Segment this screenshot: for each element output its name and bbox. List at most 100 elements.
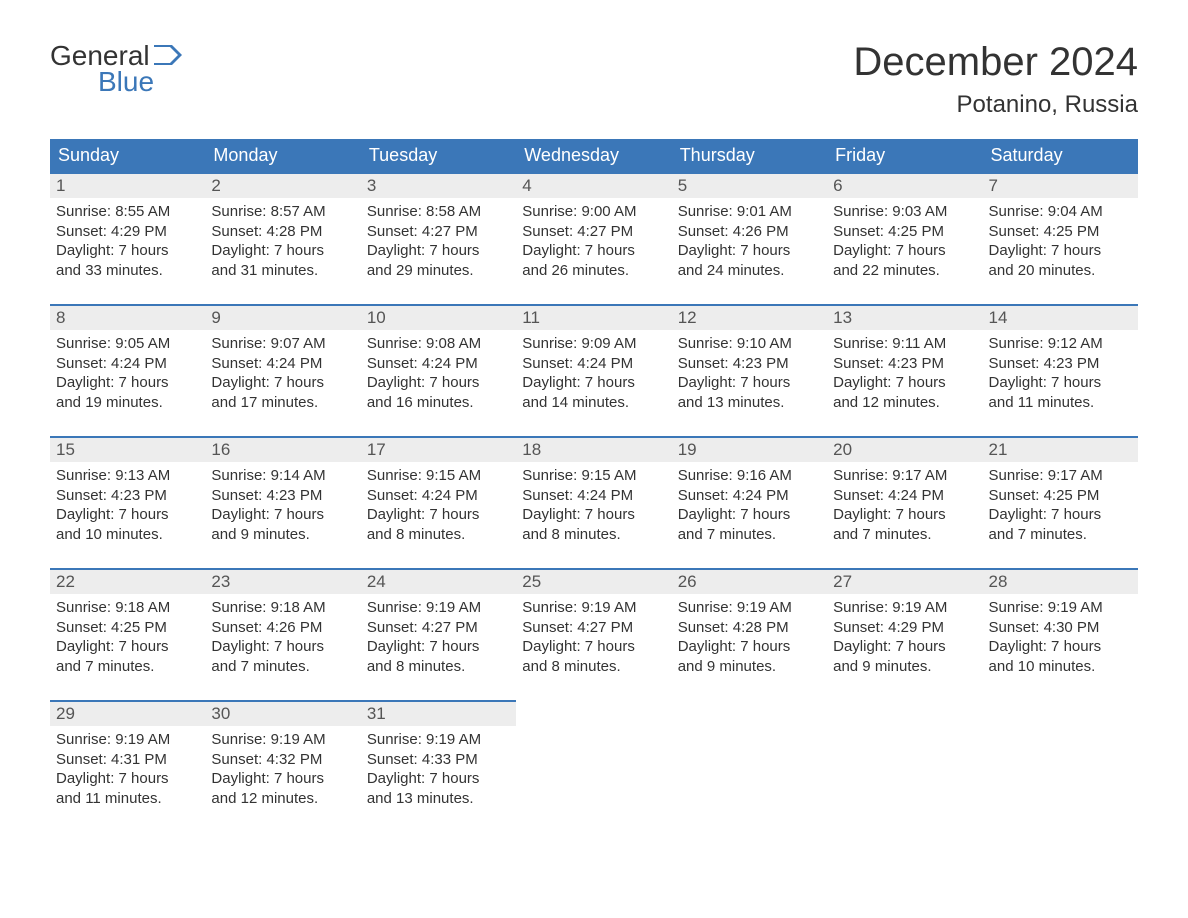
dow-wednesday: Wednesday [516,139,671,172]
sunrise-text: Sunrise: 9:01 AM [678,202,821,222]
daylight-line1: Daylight: 7 hours [56,769,199,789]
day-details: Sunrise: 9:08 AMSunset: 4:24 PMDaylight:… [361,330,516,436]
day-details: Sunrise: 9:18 AMSunset: 4:25 PMDaylight:… [50,594,205,700]
day-details: Sunrise: 9:18 AMSunset: 4:26 PMDaylight:… [205,594,360,700]
day-cell: 14Sunrise: 9:12 AMSunset: 4:23 PMDayligh… [983,304,1138,436]
sunrise-text: Sunrise: 9:15 AM [522,466,665,486]
daylight-line1: Daylight: 7 hours [833,505,976,525]
day-number: 19 [672,436,827,462]
day-cell: 6Sunrise: 9:03 AMSunset: 4:25 PMDaylight… [827,172,982,304]
day-cell: ..... [827,700,982,832]
day-cell: 31Sunrise: 9:19 AMSunset: 4:33 PMDayligh… [361,700,516,832]
location-label: Potanino, Russia [853,91,1138,119]
daylight-line1: Daylight: 7 hours [56,373,199,393]
week-row: 8Sunrise: 9:05 AMSunset: 4:24 PMDaylight… [50,304,1138,436]
week-row: 22Sunrise: 9:18 AMSunset: 4:25 PMDayligh… [50,568,1138,700]
day-number: 4 [516,172,671,198]
daylight-line2: and 10 minutes. [989,657,1132,677]
day-number: 22 [50,568,205,594]
daylight-line2: and 9 minutes. [833,657,976,677]
sunrise-text: Sunrise: 9:13 AM [56,466,199,486]
sunset-text: Sunset: 4:27 PM [367,618,510,638]
sunset-text: Sunset: 4:26 PM [211,618,354,638]
day-cell: 27Sunrise: 9:19 AMSunset: 4:29 PMDayligh… [827,568,982,700]
daylight-line2: and 8 minutes. [367,657,510,677]
sunrise-text: Sunrise: 9:19 AM [989,598,1132,618]
day-cell: 28Sunrise: 9:19 AMSunset: 4:30 PMDayligh… [983,568,1138,700]
dow-friday: Friday [827,139,982,172]
sunrise-text: Sunrise: 9:00 AM [522,202,665,222]
daylight-line2: and 17 minutes. [211,393,354,413]
sunset-text: Sunset: 4:25 PM [989,222,1132,242]
sunset-text: Sunset: 4:29 PM [833,618,976,638]
sunrise-text: Sunrise: 8:55 AM [56,202,199,222]
week-row: 1Sunrise: 8:55 AMSunset: 4:29 PMDaylight… [50,172,1138,304]
page-header: General Blue December 2024 Potanino, Rus… [50,40,1138,119]
day-number: 13 [827,304,982,330]
day-details: Sunrise: 9:17 AMSunset: 4:24 PMDaylight:… [827,462,982,568]
dow-tuesday: Tuesday [361,139,516,172]
dow-saturday: Saturday [983,139,1138,172]
sunset-text: Sunset: 4:23 PM [56,486,199,506]
day-details: Sunrise: 9:19 AMSunset: 4:30 PMDaylight:… [983,594,1138,700]
daylight-line2: and 14 minutes. [522,393,665,413]
day-number: 26 [672,568,827,594]
daylight-line2: and 9 minutes. [211,525,354,545]
title-block: December 2024 Potanino, Russia [853,40,1138,119]
sunrise-text: Sunrise: 9:10 AM [678,334,821,354]
day-number: 24 [361,568,516,594]
day-number: 21 [983,436,1138,462]
day-cell: 7Sunrise: 9:04 AMSunset: 4:25 PMDaylight… [983,172,1138,304]
day-number: 15 [50,436,205,462]
daylight-line2: and 20 minutes. [989,261,1132,281]
sunset-text: Sunset: 4:28 PM [211,222,354,242]
daylight-line2: and 29 minutes. [367,261,510,281]
daylight-line1: Daylight: 7 hours [522,241,665,261]
day-details: Sunrise: 9:14 AMSunset: 4:23 PMDaylight:… [205,462,360,568]
day-cell: 19Sunrise: 9:16 AMSunset: 4:24 PMDayligh… [672,436,827,568]
sunset-text: Sunset: 4:26 PM [678,222,821,242]
day-number: 30 [205,700,360,726]
day-number: 18 [516,436,671,462]
day-cell: 20Sunrise: 9:17 AMSunset: 4:24 PMDayligh… [827,436,982,568]
daylight-line1: Daylight: 7 hours [522,373,665,393]
dow-monday: Monday [205,139,360,172]
day-number: 1 [50,172,205,198]
daylight-line1: Daylight: 7 hours [211,241,354,261]
day-details: Sunrise: 9:05 AMSunset: 4:24 PMDaylight:… [50,330,205,436]
calendar-body: 1 Sunrise: 8:55 AM Sunset: 4:29 PM Daylight… [50,172,1138,832]
day-cell: 29Sunrise: 9:19 AMSunset: 4:31 PMDayligh… [50,700,205,832]
daylight-line1: Daylight: 7 hours [833,241,976,261]
day-cell: 21Sunrise: 9:17 AMSunset: 4:25 PMDayligh… [983,436,1138,568]
sunrise-text: Sunrise: 9:08 AM [367,334,510,354]
day-details: Sunrise: 9:19 AMSunset: 4:33 PMDaylight:… [361,726,516,832]
daylight-line1: Daylight: 7 hours [833,373,976,393]
daylight-line1: Daylight: 7 hours [522,637,665,657]
day-details: Sunrise: 9:15 AMSunset: 4:24 PMDaylight:… [361,462,516,568]
sunset-text: Sunset: 4:27 PM [522,618,665,638]
daylight-line1: Daylight: 7 hours [211,769,354,789]
sunset-text: Sunset: 4:27 PM [522,222,665,242]
day-details: Sunrise: 9:19 AMSunset: 4:27 PMDaylight:… [361,594,516,700]
day-cell: 30Sunrise: 9:19 AMSunset: 4:32 PMDayligh… [205,700,360,832]
sunrise-text: Sunrise: 9:15 AM [367,466,510,486]
day-number: 3 [361,172,516,198]
daylight-line2: and 12 minutes. [211,789,354,809]
day-number: 29 [50,700,205,726]
sunrise-text: Sunrise: 9:19 AM [367,730,510,750]
sunset-text: Sunset: 4:24 PM [522,486,665,506]
page-title: December 2024 [853,40,1138,85]
day-number: 10 [361,304,516,330]
sunrise-text: Sunrise: 9:17 AM [989,466,1132,486]
day-of-week-row: Sunday Monday Tuesday Wednesday Thursday… [50,139,1138,172]
day-details: Sunrise: 9:07 AMSunset: 4:24 PMDaylight:… [205,330,360,436]
dow-thursday: Thursday [672,139,827,172]
day-cell: 9Sunrise: 9:07 AMSunset: 4:24 PMDaylight… [205,304,360,436]
day-details: Sunrise: 9:03 AMSunset: 4:25 PMDaylight:… [827,198,982,304]
day-number: 12 [672,304,827,330]
day-cell: 13Sunrise: 9:11 AMSunset: 4:23 PMDayligh… [827,304,982,436]
sunset-text: Sunset: 4:24 PM [367,486,510,506]
sunset-text: Sunset: 4:33 PM [367,750,510,770]
daylight-line2: and 26 minutes. [522,261,665,281]
day-cell: 16Sunrise: 9:14 AMSunset: 4:23 PMDayligh… [205,436,360,568]
